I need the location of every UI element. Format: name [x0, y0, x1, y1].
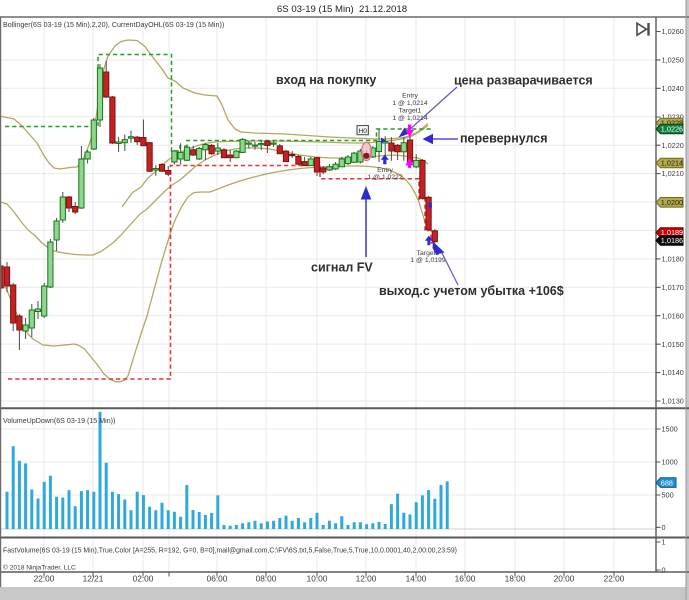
- svg-text:12/21: 12/21: [83, 574, 104, 584]
- svg-text:вход на покупку: вход на покупку: [276, 73, 376, 87]
- svg-text:цена разварачивается: цена разварачивается: [454, 74, 593, 88]
- svg-text:Entry: Entry: [377, 167, 393, 174]
- svg-text:12:00: 12:00: [356, 574, 377, 584]
- svg-text:© 2018 NinjaTrader, LLC: © 2018 NinjaTrader, LLC: [3, 564, 76, 572]
- svg-text:1,0210: 1,0210: [662, 169, 684, 178]
- svg-text:02:00: 02:00: [133, 574, 154, 584]
- svg-text:16:00: 16:00: [455, 574, 476, 584]
- svg-text:20:00: 20:00: [554, 574, 575, 584]
- svg-text:1 @ 1,0222: 1 @ 1,0222: [367, 174, 402, 181]
- svg-text:1,0140: 1,0140: [662, 368, 684, 377]
- svg-text:10:00: 10:00: [307, 574, 328, 584]
- svg-text:500: 500: [662, 491, 674, 500]
- svg-text:1 @ 1,0199: 1 @ 1,0199: [410, 257, 445, 264]
- svg-text:1000: 1000: [662, 458, 678, 467]
- svg-text:6S 03-19 (15 Min) 21.12.2018: 6S 03-19 (15 Min) 21.12.2018: [277, 4, 407, 15]
- svg-text:1,0189: 1,0189: [661, 228, 683, 237]
- svg-text:1500: 1500: [662, 425, 678, 434]
- svg-text:1: 1: [662, 538, 666, 547]
- svg-text:0: 0: [662, 523, 666, 532]
- svg-text:1,0228: 1,0228: [661, 119, 683, 128]
- svg-text:сигнал FV: сигнал FV: [311, 261, 373, 275]
- svg-text:Target1: Target1: [399, 108, 422, 115]
- svg-text:перевернулся: перевернулся: [460, 132, 548, 146]
- svg-text:1 @ 1,0214: 1 @ 1,0214: [392, 100, 427, 107]
- svg-text:22:00: 22:00: [604, 574, 625, 584]
- svg-text:1,0180: 1,0180: [662, 255, 684, 264]
- svg-text:1,0150: 1,0150: [662, 340, 684, 349]
- svg-text:18:00: 18:00: [505, 574, 526, 584]
- svg-text:1,0170: 1,0170: [662, 283, 684, 292]
- svg-text:H0: H0: [358, 128, 367, 135]
- svg-text:08:00: 08:00: [256, 574, 277, 584]
- svg-text:688: 688: [661, 478, 673, 487]
- svg-text:Target1: Target1: [417, 250, 440, 257]
- svg-text:1,0230: 1,0230: [662, 113, 684, 122]
- svg-text:1 @ 1,0214: 1 @ 1,0214: [392, 115, 427, 122]
- svg-text:1,0226: 1,0226: [661, 125, 683, 134]
- svg-text:FastVolume(6S 03-19 (15 Min),T: FastVolume(6S 03-19 (15 Min),True,Color …: [3, 548, 457, 555]
- svg-text:выход.с учетом убытка +106$: выход.с учетом убытка +106$: [379, 284, 564, 298]
- svg-text:1,0240: 1,0240: [662, 84, 684, 93]
- svg-text:22:00: 22:00: [34, 574, 55, 584]
- svg-text:1,0214: 1,0214: [661, 159, 683, 168]
- svg-text:1,0160: 1,0160: [662, 311, 684, 320]
- svg-text:Bollinger(6S 03-19 (15 Min),2,: Bollinger(6S 03-19 (15 Min),2,20), Curre…: [3, 21, 224, 29]
- svg-text:1,0220: 1,0220: [662, 141, 684, 150]
- svg-text:1,0130: 1,0130: [662, 397, 684, 406]
- svg-text:06:00: 06:00: [207, 574, 228, 584]
- svg-text:1,0200: 1,0200: [661, 198, 683, 207]
- svg-text:1,0186: 1,0186: [661, 236, 683, 245]
- svg-text:Entry: Entry: [402, 92, 418, 99]
- svg-text:1,0260: 1,0260: [662, 27, 684, 36]
- svg-text:1,0250: 1,0250: [662, 56, 684, 65]
- svg-text:VolumeUpDown(6S 03-19 (15 Min): VolumeUpDown(6S 03-19 (15 Min)): [3, 417, 115, 425]
- svg-text:14:00: 14:00: [406, 574, 427, 584]
- svg-text:0: 0: [662, 566, 666, 575]
